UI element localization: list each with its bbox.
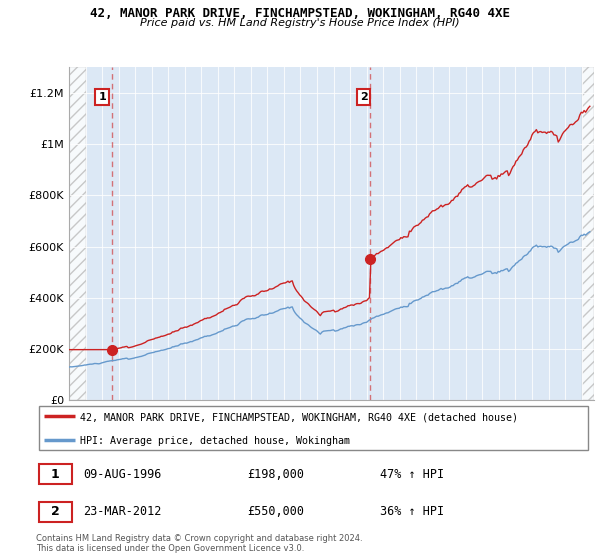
FancyBboxPatch shape — [39, 464, 72, 484]
Polygon shape — [581, 67, 594, 400]
Polygon shape — [69, 67, 86, 400]
Text: 47% ↑ HPI: 47% ↑ HPI — [380, 468, 444, 480]
Text: £550,000: £550,000 — [247, 506, 304, 519]
Text: 1: 1 — [51, 468, 60, 480]
Text: 23-MAR-2012: 23-MAR-2012 — [83, 506, 161, 519]
Text: Contains HM Land Registry data © Crown copyright and database right 2024.
This d: Contains HM Land Registry data © Crown c… — [36, 534, 362, 553]
Text: 2: 2 — [51, 506, 60, 519]
FancyBboxPatch shape — [39, 502, 72, 522]
Text: 2: 2 — [360, 92, 368, 102]
Text: 42, MANOR PARK DRIVE, FINCHAMPSTEAD, WOKINGHAM, RG40 4XE: 42, MANOR PARK DRIVE, FINCHAMPSTEAD, WOK… — [90, 7, 510, 20]
Text: HPI: Average price, detached house, Wokingham: HPI: Average price, detached house, Woki… — [80, 436, 350, 446]
Text: 1: 1 — [98, 92, 106, 102]
Text: Price paid vs. HM Land Registry's House Price Index (HPI): Price paid vs. HM Land Registry's House … — [140, 18, 460, 28]
Text: 36% ↑ HPI: 36% ↑ HPI — [380, 506, 444, 519]
Text: £198,000: £198,000 — [247, 468, 304, 480]
Text: 42, MANOR PARK DRIVE, FINCHAMPSTEAD, WOKINGHAM, RG40 4XE (detached house): 42, MANOR PARK DRIVE, FINCHAMPSTEAD, WOK… — [80, 413, 518, 423]
FancyBboxPatch shape — [39, 406, 588, 450]
Text: 09-AUG-1996: 09-AUG-1996 — [83, 468, 161, 480]
